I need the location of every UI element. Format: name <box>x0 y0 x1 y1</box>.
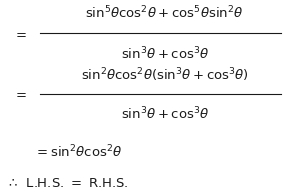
Text: $\sin^3\!\theta + \cos^3\!\theta$: $\sin^3\!\theta + \cos^3\!\theta$ <box>121 45 209 62</box>
Text: $= \sin^2\!\theta \cos^2\!\theta$: $= \sin^2\!\theta \cos^2\!\theta$ <box>34 144 122 160</box>
Text: $\sin^2\!\theta \cos^2\!\theta \left(\sin^3\!\theta + \cos^3\!\theta\right)$: $\sin^2\!\theta \cos^2\!\theta \left(\si… <box>81 66 249 84</box>
Text: $=$: $=$ <box>13 87 27 100</box>
Text: $=$: $=$ <box>13 27 27 40</box>
Text: $\sin^5\!\theta \cos^2\!\theta + \cos^5\!\theta \sin^2\!\theta$: $\sin^5\!\theta \cos^2\!\theta + \cos^5\… <box>85 4 244 21</box>
Text: $\sin^3\!\theta + \cos^3\!\theta$: $\sin^3\!\theta + \cos^3\!\theta$ <box>121 106 209 122</box>
Text: $\therefore\,$ L.H.S. $=$ R.H.S.: $\therefore\,$ L.H.S. $=$ R.H.S. <box>6 177 128 190</box>
